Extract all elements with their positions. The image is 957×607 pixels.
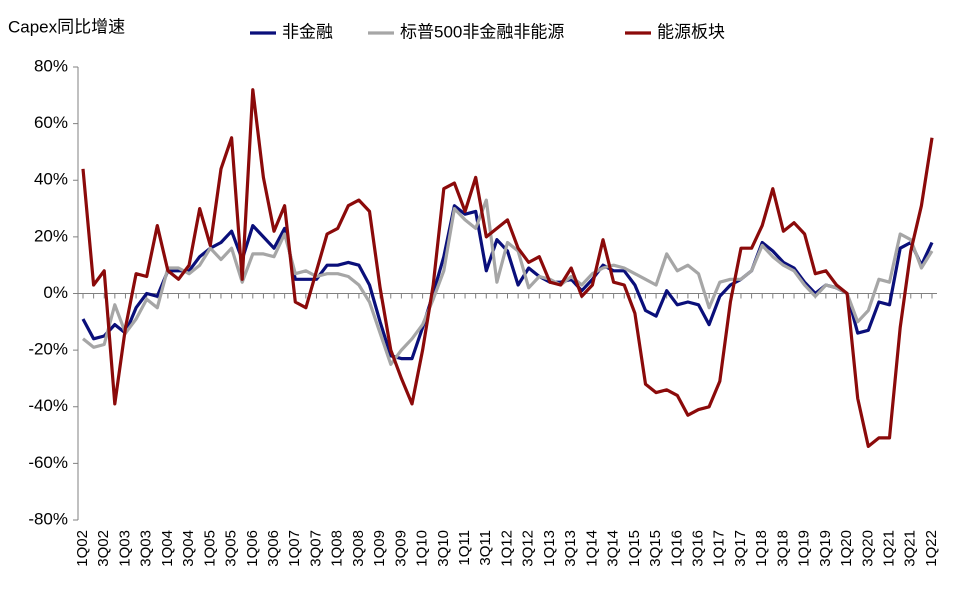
x-tick-label: 3Q11 (477, 530, 494, 566)
x-tick-label: 3Q09 (392, 530, 409, 567)
x-tick-label: 3Q16 (689, 530, 706, 567)
x-tick-label: 1Q09 (371, 530, 388, 567)
x-tick-label: 1Q04 (159, 530, 176, 567)
x-tick-label: 3Q04 (180, 530, 197, 567)
x-tick-label: 3Q15 (647, 530, 664, 567)
x-tick-label: 3Q07 (307, 530, 324, 567)
y-tick-label: -60% (28, 453, 68, 472)
x-tick-label: 3Q10 (435, 530, 452, 567)
x-tick-label: 1Q19 (796, 530, 813, 567)
x-tick-label: 3Q12 (520, 530, 537, 567)
x-tick-label: 3Q19 (817, 530, 834, 567)
legend-label: 能源板块 (657, 22, 725, 41)
x-tick-label: 1Q18 (753, 530, 770, 567)
y-tick-label: -80% (28, 509, 68, 528)
x-tick-label: 3Q02 (95, 530, 112, 567)
chart-title: Capex同比增速 (8, 17, 125, 36)
x-tick-label: 1Q02 (74, 530, 91, 567)
x-tick-label: 1Q17 (711, 530, 728, 567)
series-line (81, 88, 934, 448)
x-tick-label: 3Q05 (223, 530, 240, 567)
x-tick-label: 1Q07 (286, 530, 303, 567)
x-tick-label: 3Q18 (774, 530, 791, 567)
x-tick-label: 3Q03 (138, 530, 155, 567)
x-tick-label: 1Q16 (668, 530, 685, 567)
x-tick-label: 1Q08 (329, 530, 346, 567)
y-tick-label: 80% (34, 56, 68, 75)
x-tick-label: 3Q14 (605, 530, 622, 567)
legend-label: 标普500非金融非能源 (400, 22, 564, 41)
x-tick-label: 1Q14 (583, 530, 600, 567)
x-tick-label: 1Q13 (541, 530, 558, 567)
y-tick-label: -40% (28, 396, 68, 415)
series-line (81, 204, 934, 361)
x-tick-label: 3Q20 (859, 530, 876, 567)
x-tick-label: 1Q11 (456, 530, 473, 566)
series-line (81, 198, 934, 366)
x-tick-label: 1Q20 (838, 530, 855, 567)
x-tick-label: 1Q10 (414, 530, 431, 567)
x-tick-label: 3Q21 (902, 530, 919, 567)
x-tick-label: 1Q03 (116, 530, 133, 567)
x-tick-label: 1Q06 (244, 530, 261, 567)
y-tick-label: 40% (34, 170, 68, 189)
x-tick-label: 1Q12 (498, 530, 515, 567)
x-tick-label: 3Q17 (732, 530, 749, 567)
x-tick-label: 3Q08 (350, 530, 367, 567)
y-tick-label: 60% (34, 113, 68, 132)
y-tick-label: -20% (28, 340, 68, 359)
x-tick-label: 1Q05 (201, 530, 218, 567)
x-tick-label: 1Q15 (626, 530, 643, 567)
x-tick-label: 1Q22 (923, 530, 940, 567)
x-tick-label: 3Q13 (562, 530, 579, 567)
x-tick-label: 1Q21 (881, 530, 898, 567)
y-tick-label: 0% (43, 283, 68, 302)
legend-label: 非金融 (282, 22, 333, 41)
y-tick-label: 20% (34, 226, 68, 245)
x-tick-label: 3Q06 (265, 530, 282, 567)
